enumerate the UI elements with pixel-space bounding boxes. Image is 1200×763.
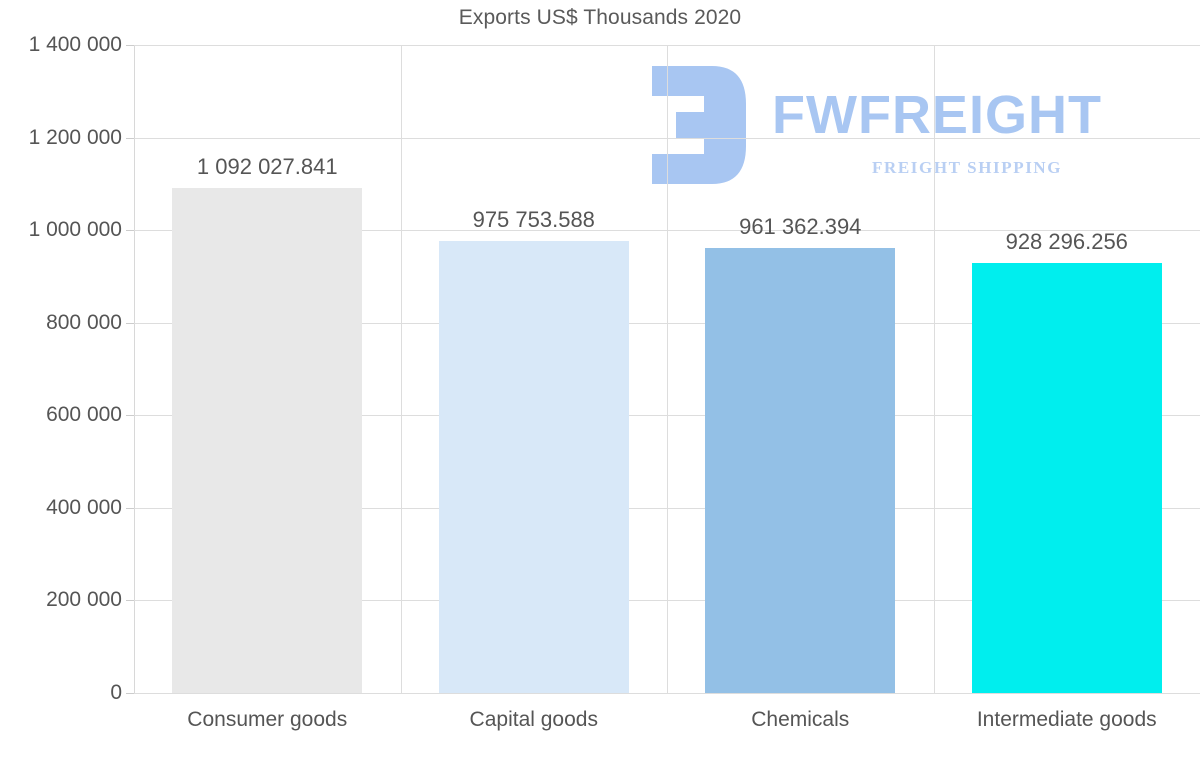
bar[interactable]: [438, 241, 629, 693]
y-axis-tick-label: 600 000: [46, 403, 122, 427]
y-axis-tick-mark: [126, 137, 134, 139]
gridline-vertical: [667, 45, 668, 693]
y-axis-tick-label: 1 000 000: [28, 218, 122, 242]
chart-title: Exports US$ Thousands 2020: [458, 6, 742, 29]
y-axis-line: [134, 45, 135, 694]
y-axis-tick-mark: [126, 600, 134, 602]
x-axis-category-label: Capital goods: [469, 708, 598, 731]
bar-value-label: 928 296.256: [1005, 229, 1128, 255]
gridline-vertical: [934, 45, 935, 693]
y-axis-tick-mark: [126, 322, 134, 324]
gridline-horizontal: [134, 693, 1200, 694]
bar[interactable]: [705, 248, 896, 693]
y-axis-tick-label: 1 200 000: [28, 125, 122, 149]
y-axis-tick-mark: [126, 415, 134, 417]
x-axis-category-label: Chemicals: [751, 708, 850, 731]
y-axis-tick-mark: [126, 507, 134, 509]
plot-area: [134, 45, 1200, 694]
bar-value-label: 961 362.394: [739, 214, 862, 240]
y-axis-tick-label: 400 000: [46, 495, 122, 519]
y-axis-tick-mark: [126, 45, 134, 46]
y-axis-tick-label: 800 000: [46, 310, 122, 334]
gridline-vertical: [401, 45, 402, 693]
bar-value-label: 1 092 027.841: [196, 153, 338, 179]
y-axis-tick-label: 0: [110, 681, 122, 704]
y-axis-tick-mark: [126, 230, 134, 232]
bar-value-label: 975 753.588: [472, 207, 595, 233]
bar[interactable]: [172, 187, 363, 693]
y-axis-tick-label: 1 400 000: [28, 33, 122, 56]
y-axis-tick-label: 200 000: [46, 588, 122, 612]
x-axis-category-label: Intermediate goods: [976, 708, 1157, 731]
y-axis-tick-mark: [126, 693, 134, 694]
x-axis-category-label: Consumer goods: [187, 708, 348, 731]
bar[interactable]: [971, 263, 1162, 693]
